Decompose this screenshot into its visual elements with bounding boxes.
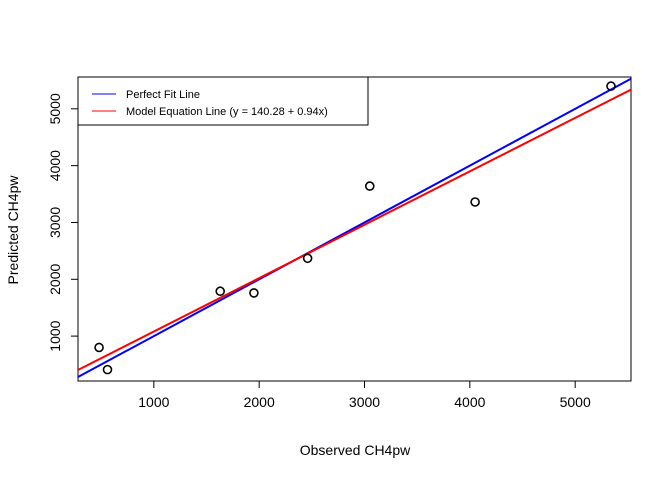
y-tick-label: 2000: [47, 264, 63, 295]
legend-box: [77, 76, 369, 126]
data-point: [94, 342, 104, 353]
data-point: [249, 288, 259, 298]
legend: Perfect Fit Line Model Equation Line (y =…: [77, 76, 369, 126]
data-point: [215, 286, 225, 297]
model-equation-line: [78, 88, 631, 371]
x-tick-label: 3000: [349, 394, 380, 410]
x-axis-label: Observed CH4pw: [300, 442, 411, 458]
legend-label: Perfect Fit Line: [126, 89, 200, 101]
legend-label: Model Equation Line (y = 140.28 + 0.94x): [126, 106, 328, 118]
y-tick-label: 4000: [47, 150, 63, 181]
y-axis: 1000 2000 3000 4000 5000: [47, 93, 79, 352]
y-tick-label: 1000: [47, 320, 63, 351]
data-point: [364, 181, 375, 191]
x-tick-label: 4000: [454, 394, 485, 410]
data-point: [302, 253, 313, 264]
perfect-fit-line: [78, 77, 631, 378]
x-tick-label: 1000: [138, 394, 169, 410]
data-point: [606, 81, 616, 91]
x-tick-label: 5000: [560, 394, 591, 410]
fit-lines: [78, 77, 631, 378]
y-axis-label: Predicted CH4pw: [5, 175, 21, 285]
x-axis: 1000 2000 3000 4000 5000: [138, 380, 591, 410]
data-point: [470, 197, 480, 207]
x-tick-label: 2000: [244, 394, 275, 410]
data-points: [94, 81, 616, 375]
data-point: [102, 364, 113, 375]
y-tick-label: 3000: [47, 207, 63, 238]
y-tick-label: 5000: [47, 93, 63, 124]
